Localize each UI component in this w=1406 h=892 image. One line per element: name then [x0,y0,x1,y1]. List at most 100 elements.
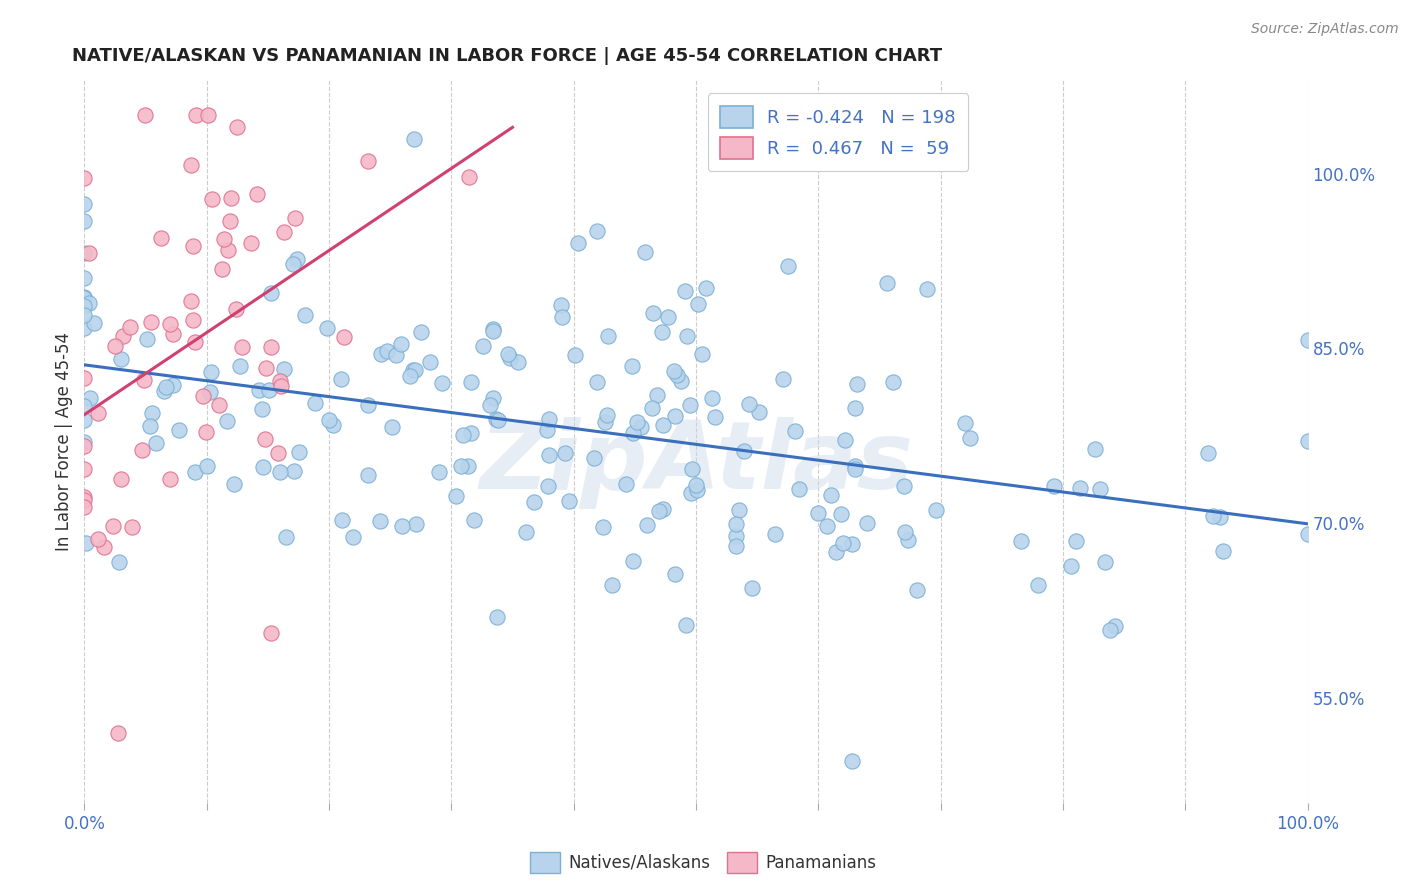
Point [357,398,380,412]
Point [294,309,316,323]
Point [623,425,645,440]
Point [1060,558,1083,573]
Point [224,477,246,491]
Point [368,514,391,528]
Point [679,398,702,412]
Point [1064,533,1087,548]
Point [73,492,96,507]
Point [93,540,115,554]
Point [73,371,96,385]
Point [856,516,879,531]
Point [621,554,644,568]
Point [252,459,274,474]
Point [259,340,281,354]
Point [110,352,132,367]
Point [356,467,378,482]
Y-axis label: In Labor Force | Age 45-54: In Labor Force | Age 45-54 [55,332,73,551]
Point [695,280,717,294]
Point [807,506,830,520]
Point [405,516,427,531]
Point [485,412,508,426]
Point [787,482,810,496]
Point [155,380,177,394]
Point [73,291,96,305]
Point [73,246,96,260]
Point [73,413,96,427]
Point [558,493,581,508]
Point [136,332,159,346]
Point [197,108,219,122]
Point [1069,481,1091,495]
Point [953,416,976,430]
Point [281,257,304,271]
Point [288,445,311,459]
Point [700,391,723,405]
Point [162,327,184,342]
Point [1010,534,1032,549]
Point [763,526,786,541]
Legend: Natives/Alaskans, Panamanians: Natives/Alaskans, Panamanians [523,846,883,880]
Point [104,339,127,353]
Point [593,415,616,429]
Point [254,361,277,376]
Point [398,368,420,383]
Point [478,398,501,412]
Point [159,472,181,486]
Point [107,555,129,569]
Point [651,417,673,432]
Point [704,410,727,425]
Point [776,259,799,273]
Point [121,519,143,533]
Point [215,414,238,428]
Point [318,413,340,427]
Point [724,529,747,543]
Point [686,483,709,498]
Legend: R = -0.424   N = 198, R =  0.467   N =  59: R = -0.424 N = 198, R = 0.467 N = 59 [707,93,969,171]
Point [686,297,709,311]
Point [357,153,380,168]
Point [77,296,100,310]
Point [141,315,163,329]
Point [499,351,522,366]
Point [882,375,904,389]
Point [738,397,761,411]
Point [229,359,252,373]
Text: ZipAtlas: ZipAtlas [479,417,912,509]
Point [200,365,222,379]
Point [1212,544,1234,558]
Point [183,466,205,480]
Point [1043,479,1066,493]
Point [748,405,770,419]
Point [402,363,425,377]
Point [472,339,495,353]
Point [741,581,763,595]
Point [260,285,283,300]
Point [844,401,866,416]
Point [254,432,277,446]
Point [664,409,686,424]
Point [260,626,283,640]
Point [664,567,686,582]
Point [219,214,242,228]
Point [815,519,838,533]
Point [841,537,863,551]
Point [785,424,807,438]
Point [141,406,163,420]
Point [482,392,505,406]
Point [73,299,96,313]
Point [585,224,607,238]
Point [685,478,707,492]
Point [600,578,623,592]
Point [915,282,938,296]
Point [630,420,652,434]
Point [825,545,848,559]
Point [73,214,96,228]
Point [211,261,233,276]
Point [304,396,326,410]
Point [636,518,658,533]
Point [460,375,482,389]
Point [894,525,917,540]
Point [508,355,530,369]
Point [1084,442,1107,457]
Point [446,489,468,503]
